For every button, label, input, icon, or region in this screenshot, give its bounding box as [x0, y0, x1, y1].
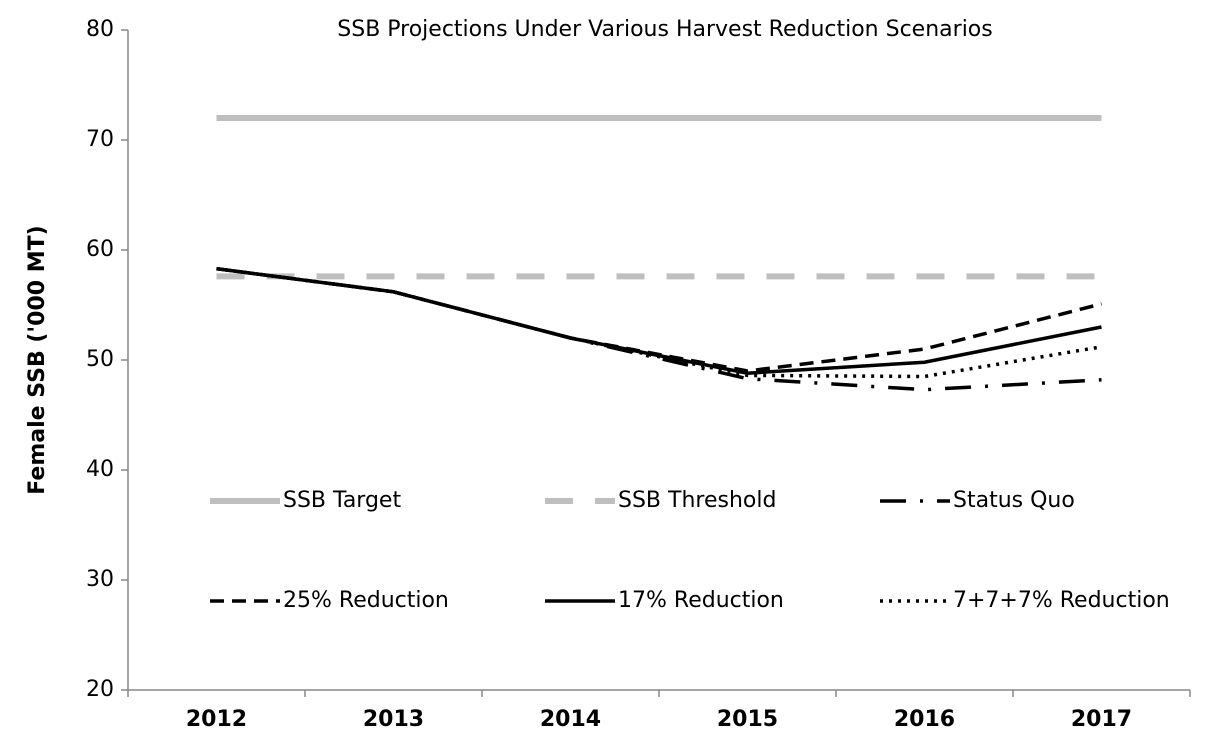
x-tick-label: 2016: [894, 707, 955, 732]
x-tick-label: 2017: [1071, 707, 1132, 732]
legend-label: 7+7+7% Reduction: [953, 588, 1170, 613]
legend-label: 17% Reduction: [618, 588, 784, 613]
y-axis-label: Female SSB ('000 MT): [25, 225, 50, 494]
legend-label: Status Quo: [953, 488, 1075, 513]
y-tick-label: 60: [86, 237, 114, 262]
x-tick-label: 2013: [363, 707, 424, 732]
x-tick-label: 2012: [186, 707, 247, 732]
legend-label: SSB Threshold: [618, 488, 776, 513]
legend-label: 25% Reduction: [283, 588, 449, 613]
series-line: [216, 266, 1102, 392]
y-tick-label: 30: [86, 567, 114, 592]
y-tick-label: 20: [86, 677, 114, 702]
y-tick-label: 40: [86, 457, 114, 482]
x-tick-label: 2014: [540, 707, 601, 732]
series-line: [216, 266, 1102, 379]
chart-title: SSB Projections Under Various Harvest Re…: [337, 17, 992, 42]
y-tick-label: 50: [86, 347, 114, 372]
x-tick-label: 2015: [717, 707, 778, 732]
y-tick-label: 80: [86, 17, 114, 42]
y-tick-label: 70: [86, 127, 114, 152]
legend-label: SSB Target: [283, 488, 401, 513]
